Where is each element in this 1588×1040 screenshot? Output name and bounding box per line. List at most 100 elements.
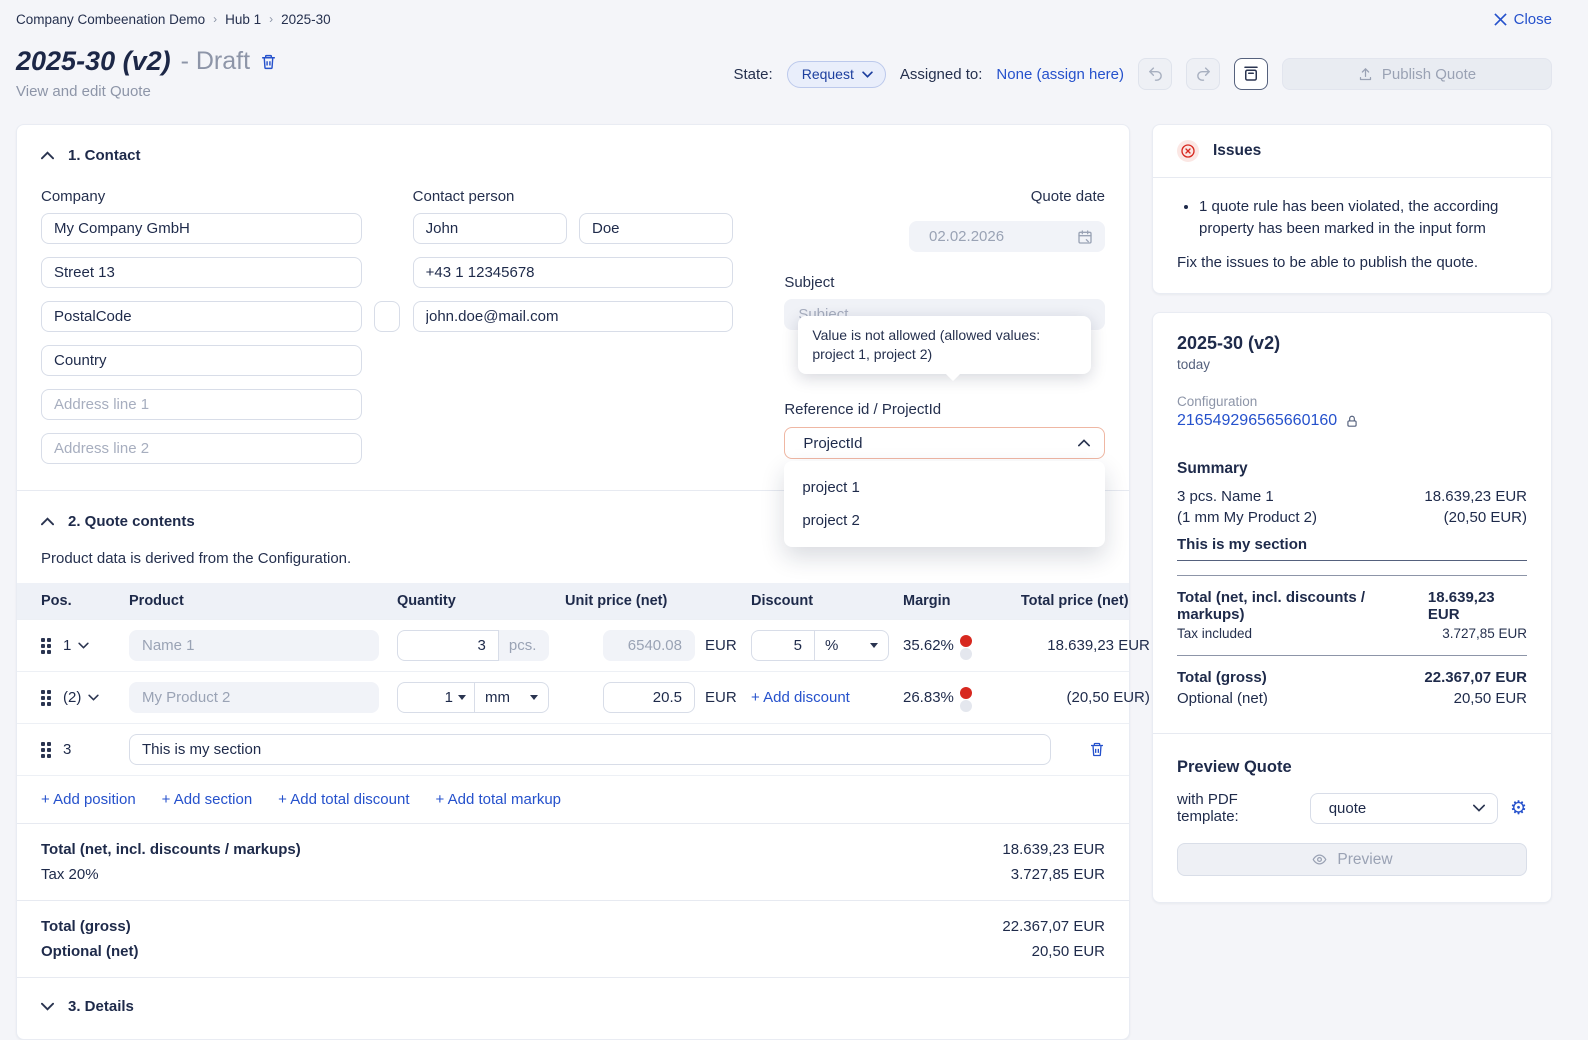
chevron-down-icon — [78, 642, 89, 649]
margin-dot-red — [960, 635, 972, 647]
postal-code-input[interactable] — [41, 301, 362, 332]
unit-price-input[interactable] — [603, 630, 695, 661]
currency-label: EUR — [705, 689, 737, 706]
contact-section-header[interactable]: 1. Contact — [41, 147, 1105, 164]
chevron-down-icon — [1473, 804, 1485, 812]
section-title-input[interactable] — [129, 734, 1051, 765]
optional-net-label: Optional (net) — [41, 943, 139, 960]
address-line-2-input[interactable] — [41, 433, 362, 464]
summary-card: 2025-30 (v2) today Configuration 2165492… — [1152, 312, 1552, 903]
caret-down-icon — [870, 643, 878, 648]
quote-contents-title: 2. Quote contents — [68, 513, 195, 530]
quantity-unit-select[interactable]: mm — [475, 682, 549, 713]
trash-icon — [1089, 741, 1105, 758]
summary-gross-value: 22.367,07 EUR — [1424, 669, 1527, 686]
chevron-down-icon — [41, 1002, 54, 1011]
country-input[interactable] — [41, 345, 362, 376]
phone-input[interactable] — [413, 257, 734, 288]
address-line-1-input[interactable] — [41, 389, 362, 420]
configuration-id-link[interactable]: 216549296565660160 — [1177, 412, 1337, 430]
margin-indicator — [960, 635, 972, 660]
reference-id-select[interactable]: ProjectId — [784, 427, 1105, 459]
chevron-down-icon — [88, 694, 99, 701]
page: Company Combeenation Demo › Hub 1 › 2025… — [0, 0, 1588, 1040]
pdf-template-value: quote — [1329, 800, 1367, 817]
assign-link[interactable]: None (assign here) — [996, 66, 1124, 83]
totals-net-group: Total (net, incl. discounts / markups) 1… — [17, 823, 1129, 900]
discount-unit-select[interactable]: % — [815, 630, 889, 661]
first-name-input[interactable] — [413, 213, 567, 244]
summary-tax: Tax included 3.727,85 EUR — [1177, 626, 1527, 641]
summary-tax-label: Tax included — [1177, 626, 1252, 641]
state-dropdown[interactable]: Request — [787, 61, 886, 88]
delete-row-button[interactable] — [1089, 741, 1105, 758]
summary-line-value: 18.639,23 EUR — [1424, 488, 1527, 505]
option-project-1[interactable]: project 1 — [784, 471, 1105, 504]
breadcrumb-item-company[interactable]: Company Combeenation Demo — [16, 12, 205, 27]
publish-quote-button[interactable]: Publish Quote — [1282, 58, 1552, 90]
summary-heading: Summary — [1177, 460, 1527, 478]
chevron-up-icon — [1078, 439, 1090, 447]
position-number[interactable]: (2) — [63, 689, 99, 706]
contact-section-title: 1. Contact — [68, 147, 141, 164]
add-position-link[interactable]: + Add position — [41, 791, 136, 808]
street-input[interactable] — [41, 257, 362, 288]
col-margin: Margin — [903, 593, 951, 609]
col-total-price: Total price (net) — [1021, 593, 1129, 609]
breadcrumb-item-quote[interactable]: 2025-30 — [281, 12, 331, 27]
add-section-link[interactable]: + Add section — [162, 791, 252, 808]
configuration-label: Configuration — [1177, 394, 1527, 409]
quantity-value: 1 — [445, 689, 453, 706]
total-net-value: 18.639,23 EUR — [1002, 841, 1105, 858]
divider — [1153, 733, 1551, 734]
close-icon — [1494, 13, 1507, 26]
option-project-2[interactable]: project 2 — [784, 504, 1105, 537]
pdf-template-select[interactable]: quote — [1310, 793, 1498, 824]
state-value: Request — [802, 66, 854, 82]
archive-button[interactable] — [1234, 58, 1268, 90]
drag-handle[interactable] — [41, 638, 51, 654]
product-name-input[interactable] — [129, 682, 379, 713]
quantity-input[interactable] — [397, 630, 499, 661]
preview-button[interactable]: Preview — [1177, 843, 1527, 876]
company-column: Company — [41, 188, 362, 464]
last-name-input[interactable] — [579, 213, 733, 244]
position-number[interactable]: 1 — [63, 637, 89, 654]
product-name-input[interactable] — [129, 630, 379, 661]
contact-person-column: Contact person — [413, 188, 734, 464]
margin-dot-gray — [960, 700, 972, 712]
discount-input[interactable] — [751, 630, 815, 661]
table-row: (2) 1 mm — [17, 671, 1129, 723]
undo-button[interactable] — [1138, 58, 1172, 90]
breadcrumb-item-hub[interactable]: Hub 1 — [225, 12, 261, 27]
divider — [1177, 575, 1527, 576]
unit-price-input[interactable] — [603, 682, 695, 713]
tax-value: 3.727,85 EUR — [1011, 866, 1105, 883]
quantity-unit-value: mm — [485, 689, 510, 706]
drag-handle[interactable] — [41, 690, 51, 706]
page-title: 2025-30 (v2) — [16, 46, 171, 77]
delete-quote-button[interactable] — [260, 53, 277, 71]
optional-net-value: 20,50 EUR — [1032, 943, 1105, 960]
city-input[interactable] — [374, 301, 400, 332]
contact-section: 1. Contact Company — [17, 125, 1129, 490]
add-total-discount-link[interactable]: + Add total discount — [278, 791, 409, 808]
close-button[interactable]: Close — [1494, 11, 1552, 28]
details-section-header[interactable]: 3. Details — [41, 998, 1105, 1015]
gear-icon[interactable]: ⚙ — [1510, 799, 1527, 818]
add-discount-link[interactable]: + Add discount — [751, 689, 850, 706]
quantity-select[interactable]: 1 — [397, 682, 475, 713]
close-label: Close — [1514, 11, 1552, 28]
redo-button[interactable] — [1186, 58, 1220, 90]
lock-icon — [1345, 414, 1359, 429]
caret-down-icon — [530, 695, 538, 700]
col-quantity: Quantity — [397, 593, 456, 609]
validation-tooltip: Value is not allowed (allowed values: pr… — [798, 316, 1091, 374]
company-input[interactable] — [41, 213, 362, 244]
quote-date-field: 02.02.2026 — [909, 221, 1105, 252]
add-total-markup-link[interactable]: + Add total markup — [436, 791, 562, 808]
drag-handle[interactable] — [41, 742, 51, 758]
publish-quote-label: Publish Quote — [1382, 66, 1476, 83]
breadcrumb: Company Combeenation Demo › Hub 1 › 2025… — [16, 12, 331, 27]
email-input[interactable] — [413, 301, 734, 332]
